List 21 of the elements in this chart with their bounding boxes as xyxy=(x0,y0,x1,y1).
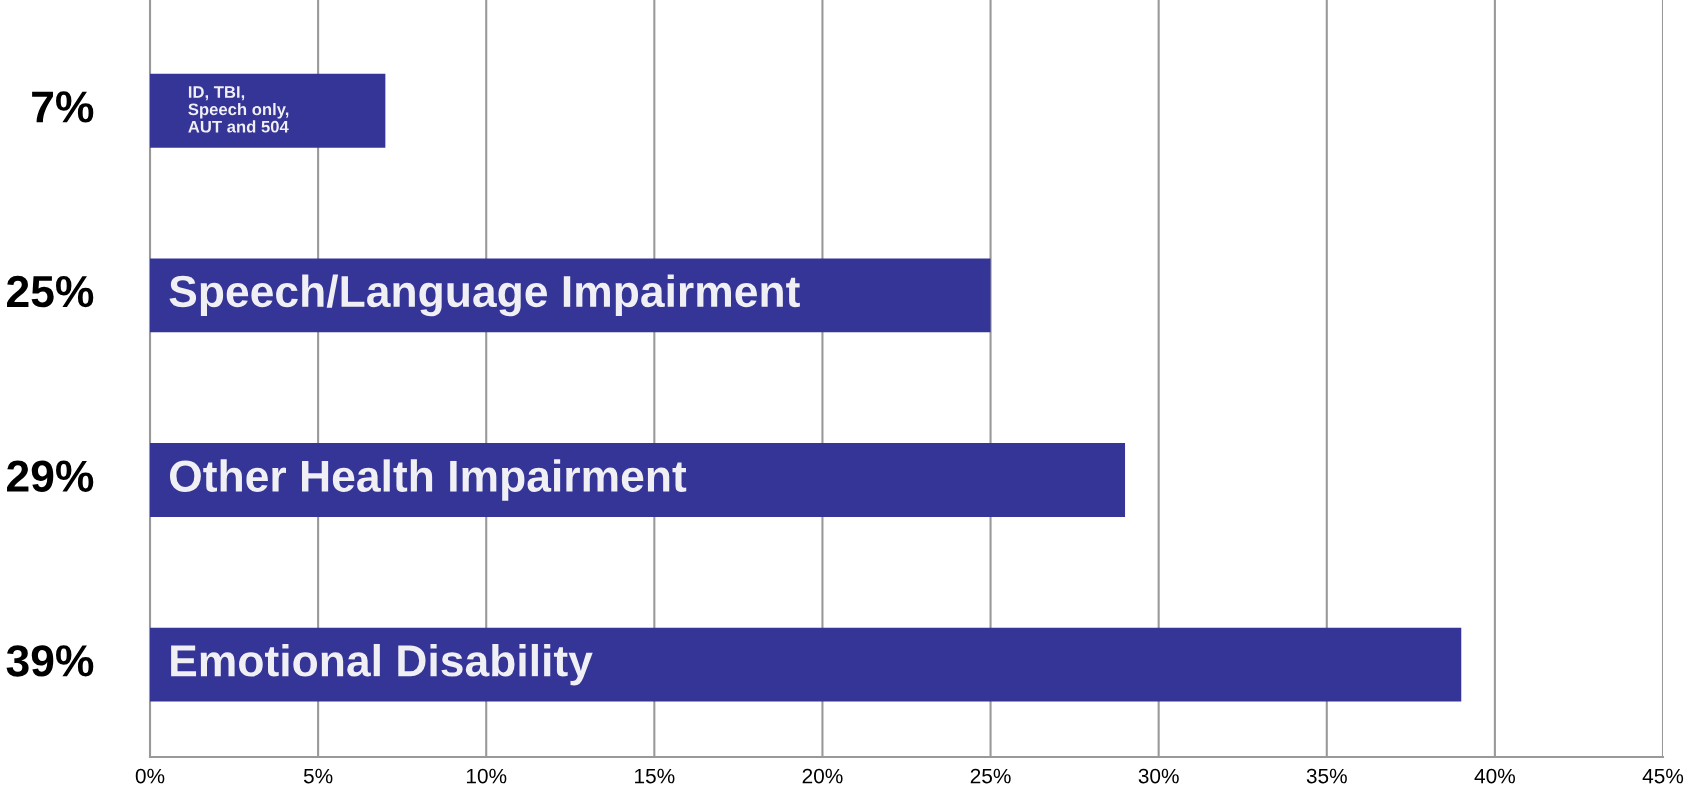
x-tick-label: 20% xyxy=(802,768,843,784)
bar xyxy=(150,443,1126,517)
data-label: 7% xyxy=(32,91,94,123)
y-tick-label: Emotional Disability xyxy=(171,643,593,686)
bar xyxy=(150,627,1462,702)
y-tick-label: Other Health Impairment xyxy=(169,459,687,501)
data-label: 39% xyxy=(6,645,94,677)
x-tick-label: 0% xyxy=(135,768,165,784)
x-tick-label: 10% xyxy=(466,768,507,784)
data-label: 25% xyxy=(7,275,94,308)
x-tick-label: 5% xyxy=(303,768,333,784)
x-tick-label: 35% xyxy=(1306,768,1347,784)
x-tick-label: 45% xyxy=(1642,768,1684,784)
data-label: 29% xyxy=(7,460,94,492)
x-tick-label: 30% xyxy=(1138,768,1179,784)
x-tick-label: 25% xyxy=(970,768,1011,784)
x-tick-label: 40% xyxy=(1474,768,1515,784)
y-tick-label: Speech/Language Impairment xyxy=(169,274,800,317)
bar xyxy=(150,73,386,148)
y-tick-label: ID, TBI, Speech only, AUT and 504 xyxy=(188,86,289,133)
x-tick-label: 15% xyxy=(635,768,675,784)
